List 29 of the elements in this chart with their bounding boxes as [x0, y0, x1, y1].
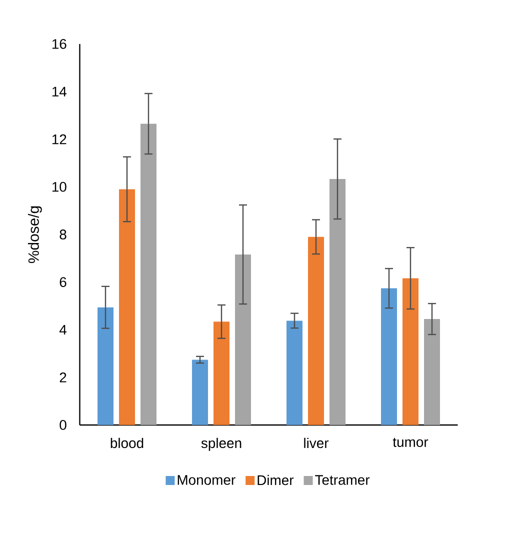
- bar: [286, 320, 302, 425]
- legend-label: Monomer: [178, 475, 236, 485]
- legend-label: Tetramer: [315, 475, 370, 485]
- y-tick-label: 10: [52, 182, 66, 192]
- bar: [234, 254, 251, 425]
- bar: [192, 360, 208, 425]
- y-tick-label: 2: [60, 372, 66, 382]
- bar: [424, 319, 440, 425]
- y-tick-label: 8: [60, 230, 66, 240]
- x-tick-label: blood: [110, 438, 144, 448]
- bar: [380, 288, 397, 425]
- legend-label: Dimer: [258, 474, 294, 486]
- x-tick-label: liver: [304, 438, 329, 448]
- y-axis-title: %dose/g: [28, 206, 42, 264]
- y-tick-label: 6: [60, 277, 66, 288]
- y-tick-label: 12: [52, 134, 66, 144]
- y-tick-label: 16: [52, 39, 66, 49]
- y-tick-label: 0: [60, 420, 66, 430]
- bar: [308, 236, 324, 425]
- bar: [214, 322, 230, 425]
- bar: [98, 307, 114, 425]
- y-tick-label: 14: [52, 86, 66, 96]
- bar: [402, 278, 418, 425]
- x-tick-label: tumor: [392, 438, 428, 447]
- bar: [140, 124, 156, 425]
- x-tick-label: spleen: [201, 438, 242, 451]
- y-tick-label: 4: [59, 324, 66, 335]
- bar: [119, 189, 135, 425]
- bar: [329, 179, 346, 425]
